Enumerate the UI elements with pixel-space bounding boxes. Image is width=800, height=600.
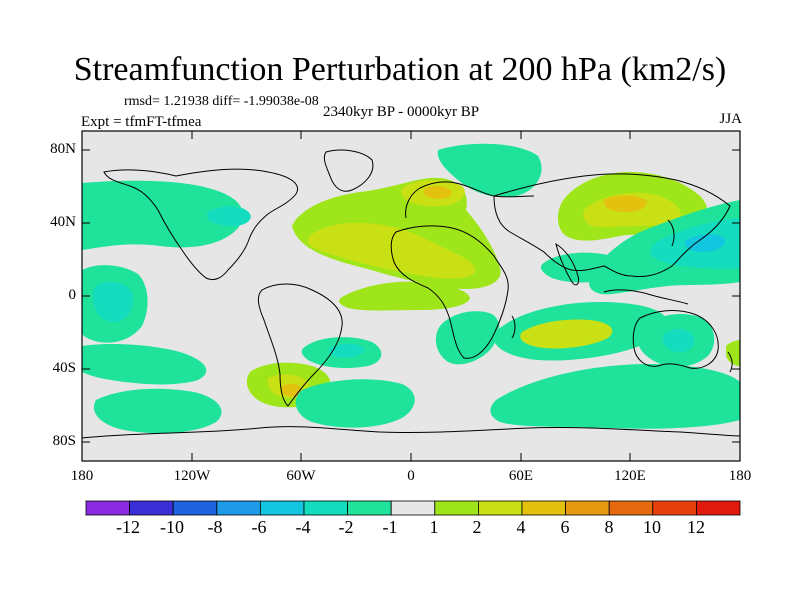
contour-sh-south-pacific	[82, 344, 207, 385]
y-label-40n: 40N	[50, 214, 76, 230]
colorbar-label-2: 2	[472, 517, 482, 537]
x-label-120w: 120W	[173, 468, 211, 484]
colorbar-swatch-4	[259, 500, 305, 516]
contour-india-band	[540, 252, 625, 283]
colorbar-label-8: 8	[604, 517, 614, 537]
contour-nh-pacific-west	[82, 180, 244, 250]
contour-field	[82, 143, 740, 434]
y-label-80n: 80N	[50, 141, 76, 157]
y-ticks	[82, 149, 740, 443]
contour-sh-southern-ocean	[490, 364, 740, 429]
x-ticks	[81, 131, 741, 461]
y-label-0: 0	[68, 287, 77, 303]
contour-south-america-teal	[328, 343, 365, 358]
coastlines	[82, 149, 740, 439]
colorbar-label-n6: -6	[251, 517, 267, 537]
chart-title: Streamfunction Perturbation at 200 hPa (…	[73, 51, 727, 88]
contour-tasman	[726, 340, 740, 366]
y-label-80s: 80S	[52, 433, 76, 449]
colorbar-swatch-9	[477, 500, 523, 516]
colorbar-label-12: 12	[687, 517, 705, 537]
colorbar-label-n12: -12	[116, 517, 140, 537]
colorbar-swatch-8	[434, 500, 479, 516]
colorbar-label-n8: -8	[207, 517, 223, 537]
colorbar-swatch-7	[390, 500, 436, 516]
contour-tropical-atlantic	[339, 281, 470, 311]
contour-nh-pacific-east-min	[684, 234, 725, 252]
period-label: 2340kyr BP - 0000kyr BP	[323, 104, 480, 120]
coast-australia	[632, 310, 719, 369]
season-label: JJA	[719, 111, 742, 127]
colorbar-swatch-13	[652, 500, 697, 516]
stats-text: rmsd= 1.21938 diff= -1.99038e-08	[124, 94, 319, 109]
contour-tropical-pacific-core	[92, 281, 134, 323]
colorbar-swatch-10	[521, 500, 566, 516]
colorbar-swatch-5	[303, 500, 348, 516]
coast-japan	[667, 219, 675, 247]
coast-north-america	[103, 168, 298, 281]
contour-sh-southwest-pacific	[93, 388, 222, 434]
x-label-120e: 120E	[614, 468, 646, 484]
contour-sh-atlantic-north	[435, 311, 500, 365]
coast-india	[555, 242, 579, 286]
x-label-0: 0	[407, 468, 415, 484]
colorbar-swatch-6	[347, 500, 392, 516]
coast-south-america	[257, 283, 343, 407]
contour-sh-south-atlantic	[295, 379, 415, 428]
colorbar-swatch-11	[565, 500, 610, 516]
coast-indonesia	[603, 289, 689, 305]
contour-nh-pacific-west-core	[206, 206, 251, 227]
colorbar-label-6: 6	[560, 517, 570, 537]
colorbar-swatch-3	[216, 500, 261, 516]
colorbar-label-n10: -10	[160, 517, 184, 537]
colorbar-swatch-2	[172, 500, 218, 516]
coast-greenland	[323, 149, 374, 192]
coast-africa	[390, 225, 509, 359]
colorbar-label-1: 1	[429, 517, 439, 537]
colorbar-swatch-1	[129, 500, 174, 516]
colorbar-swatch-14	[696, 500, 741, 516]
coast-antarctica	[82, 426, 740, 439]
coast-madagascar	[511, 315, 516, 339]
x-label-60w: 60W	[286, 468, 316, 484]
contour-arctic	[437, 143, 542, 198]
colorbar-label-4: 4	[516, 517, 526, 537]
contour-sh-south-america-max	[280, 383, 302, 397]
colorbar-label-10: 10	[643, 517, 661, 537]
y-label-40s: 40S	[52, 360, 76, 376]
colorbar-label-n4: -4	[295, 517, 311, 537]
x-label-180w: 180	[70, 468, 94, 484]
experiment-label: Expt = tfmFT-tfmea	[81, 114, 202, 130]
colorbar	[85, 500, 741, 516]
contour-nh-asia-max	[603, 195, 647, 212]
coast-new-zealand	[727, 351, 733, 373]
contour-sh-indian-core	[520, 319, 613, 349]
coast-asia	[493, 173, 731, 277]
colorbar-label-n2: -2	[338, 517, 354, 537]
colorbar-label-n1: -1	[382, 517, 398, 537]
x-label-60e: 60E	[508, 468, 534, 484]
x-label-180e: 180	[728, 468, 752, 484]
colorbar-swatch-12	[608, 500, 654, 516]
contour-australia-core	[662, 329, 695, 353]
colorbar-swatch-0	[85, 500, 130, 516]
coast-europe	[405, 181, 535, 219]
contour-europe-core	[423, 185, 452, 199]
